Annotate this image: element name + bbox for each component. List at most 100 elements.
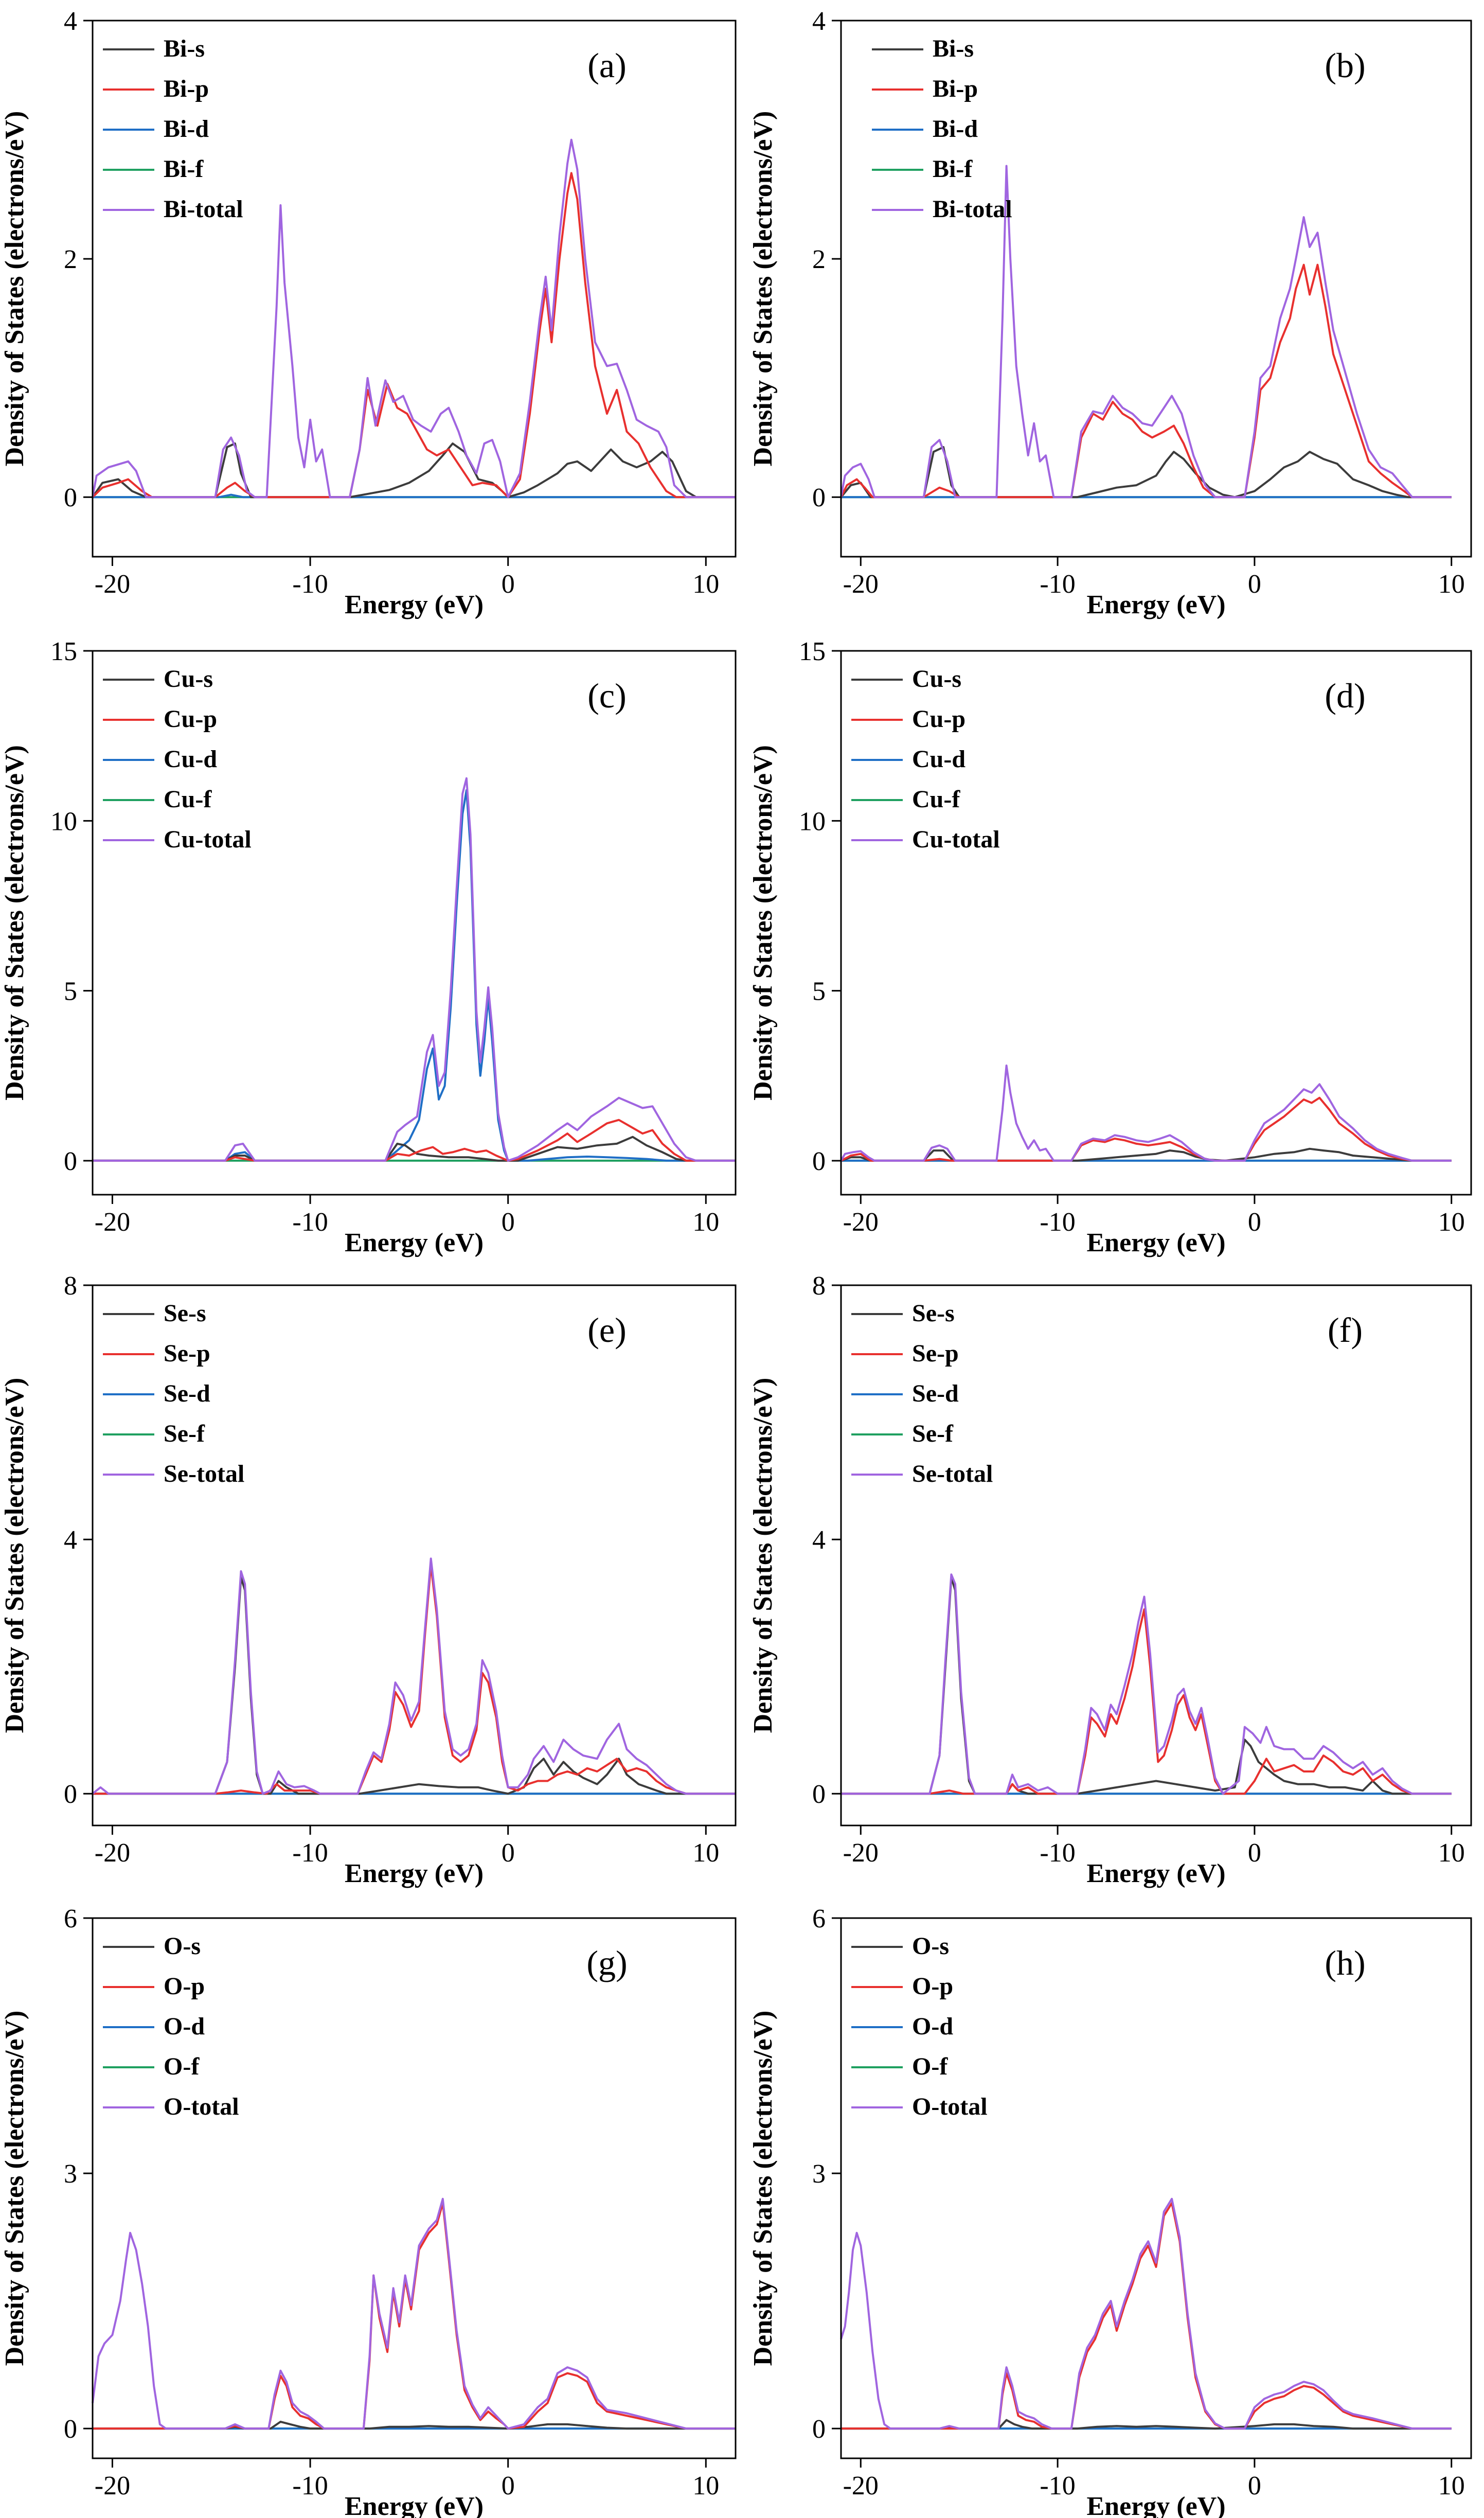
x-axis-title: Energy (eV) [1086, 2492, 1225, 2518]
legend: Bi-s Bi-p Bi-d Bi-f Bi-total [872, 35, 1012, 223]
x-axis-title: Energy (eV) [345, 2492, 484, 2518]
y-tick-label: 3 [812, 2159, 826, 2189]
x-tick-label: 0 [1248, 1838, 1261, 1868]
legend-entry-bi-total: Bi-total [933, 196, 1012, 223]
panel-label: (d) [1325, 676, 1365, 715]
legend-entry-se-d: Se-d [912, 1380, 959, 1407]
panel-label: (b) [1325, 46, 1365, 85]
legend-entry-bi-d: Bi-d [933, 115, 978, 143]
plot-frame-g [92, 1917, 737, 2459]
x-tick-label: 10 [692, 1208, 719, 1237]
y-axis-title: Density of States (electrons/eV) [0, 2011, 29, 2366]
y-axis-title: Density of States (electrons/eV) [0, 1378, 29, 1733]
legend-entry-bi-s: Bi-s [933, 35, 974, 62]
legend-entry-se-f: Se-f [164, 1420, 205, 1447]
series-line-cu-s-d [841, 1147, 1452, 1162]
panel-g: -20 -10 0 10 0 3 6 Energy (eV) Density of States… [0, 1904, 737, 2518]
series-line-bi-s-a [92, 442, 736, 499]
x-tick-label: -20 [95, 1838, 130, 1868]
y-axis-title: Density of States (electrons/eV) [0, 111, 29, 467]
x-tick-label: -10 [1040, 570, 1075, 599]
legend-entry-bi-d: Bi-d [164, 115, 209, 143]
legend-entry-o-d: O-d [164, 2013, 205, 2040]
y-tick-label: 4 [64, 7, 77, 36]
y-tick-label: 10 [50, 807, 77, 836]
panel-a: -20 -10 0 10 0 2 4 Energy (eV) Density of States… [0, 7, 737, 619]
panel-c: -20 -10 0 10 0 5 10 15 Energy (eV) Density of Sta… [0, 637, 737, 1257]
x-tick-label: 0 [1248, 1208, 1261, 1237]
x-tick-label: -10 [292, 2471, 328, 2501]
y-tick-label: 0 [64, 1780, 77, 1809]
legend-entry-se-f: Se-f [912, 1420, 954, 1447]
panel-label: (g) [586, 1943, 627, 1982]
series-line-o-s-h [841, 2419, 1452, 2430]
x-tick-label: 0 [502, 1838, 515, 1868]
y-tick-label: 15 [799, 637, 826, 666]
series-line-bi-s-b [840, 446, 1452, 499]
y-axis-title: Density of States (electrons/eV) [748, 1378, 778, 1733]
series-line-o-p-g [93, 2202, 736, 2430]
legend-entry-cu-p: Cu-p [912, 705, 966, 733]
y-tick-label: 4 [812, 7, 826, 36]
series-line-se-p-f [841, 1608, 1452, 1795]
x-tick-label: -20 [843, 1208, 879, 1237]
y-tick-label: 0 [812, 1147, 826, 1176]
x-tick-label: -20 [843, 570, 879, 599]
y-tick-label: 0 [812, 483, 826, 512]
x-tick-label: -20 [843, 2471, 879, 2501]
legend-entry-o-s: O-s [912, 1932, 949, 1960]
series-line-cu-p-c [93, 1119, 736, 1162]
x-tick-label: 10 [692, 1838, 719, 1868]
x-tick-label: 0 [502, 1208, 515, 1237]
panel-label: (e) [587, 1310, 626, 1350]
legend-entry-se-total: Se-total [912, 1460, 993, 1487]
y-tick-label: 0 [64, 1147, 77, 1176]
panel-e: -20 -10 0 10 0 4 8 Energy (eV) Density of States… [0, 1271, 737, 1888]
x-tick-label: -10 [292, 570, 328, 599]
legend-entry-cu-total: Cu-total [912, 826, 1000, 853]
legend-entry-o-total: O-total [912, 2093, 988, 2120]
x-tick-label: 0 [502, 570, 515, 599]
y-axis-title: Density of States (electrons/eV) [748, 745, 778, 1101]
y-axis-title: Density of States (electrons/eV) [0, 745, 29, 1101]
panel-label: (c) [587, 676, 626, 715]
series-line-cu-total-d [840, 1065, 1452, 1162]
series-line-o-total-h [840, 2197, 1452, 2430]
y-tick-label: 0 [64, 2415, 77, 2444]
y-tick-label: 0 [64, 483, 77, 512]
legend-entry-o-p: O-p [164, 1973, 205, 2000]
y-tick-label: 0 [812, 2415, 826, 2444]
x-tick-label: -10 [1040, 1838, 1075, 1868]
y-tick-label: 2 [812, 245, 826, 274]
legend-entry-se-s: Se-s [912, 1300, 955, 1327]
x-axis-title: Energy (eV) [1086, 1228, 1225, 1257]
x-axis-title: Energy (eV) [345, 590, 484, 619]
y-tick-label: 6 [64, 1904, 77, 1934]
x-tick-label: 10 [1438, 570, 1465, 599]
y-tick-label: 3 [64, 2159, 77, 2189]
legend-entry-se-s: Se-s [164, 1300, 206, 1327]
legend-entry-bi-p: Bi-p [933, 75, 978, 102]
x-tick-label: -20 [95, 2471, 130, 2501]
panel-d: -20 -10 0 10 0 5 10 15 Energy (eV) Density of Sta… [748, 637, 1472, 1257]
legend: Bi-s Bi-p Bi-d Bi-f Bi-total [103, 35, 243, 223]
series-line-bi-p-b [840, 263, 1452, 499]
series-line-se-p-e [93, 1564, 736, 1795]
legend-entry-cu-s: Cu-s [164, 665, 213, 693]
x-axis-title: Energy (eV) [1086, 1859, 1225, 1888]
x-tick-label: -10 [292, 1208, 328, 1237]
legend-entry-bi-total: Bi-total [164, 196, 243, 223]
plot-frame-e [92, 1284, 737, 1827]
legend-entry-se-total: Se-total [164, 1460, 244, 1487]
legend: Cu-s Cu-p Cu-d Cu-f Cu-total [103, 665, 252, 853]
x-tick-label: -20 [843, 1838, 879, 1868]
x-tick-label: 10 [692, 2471, 719, 2501]
panel-h: -20 -10 0 10 0 3 6 Energy (eV) Density of States… [748, 1904, 1472, 2518]
plot-frame-h [840, 1917, 1472, 2459]
x-tick-label: 0 [1248, 2471, 1261, 2501]
legend-entry-bi-s: Bi-s [164, 35, 205, 62]
y-tick-label: 5 [812, 977, 826, 1006]
plot-frame-a [92, 20, 737, 558]
panel-label: (a) [587, 46, 626, 85]
